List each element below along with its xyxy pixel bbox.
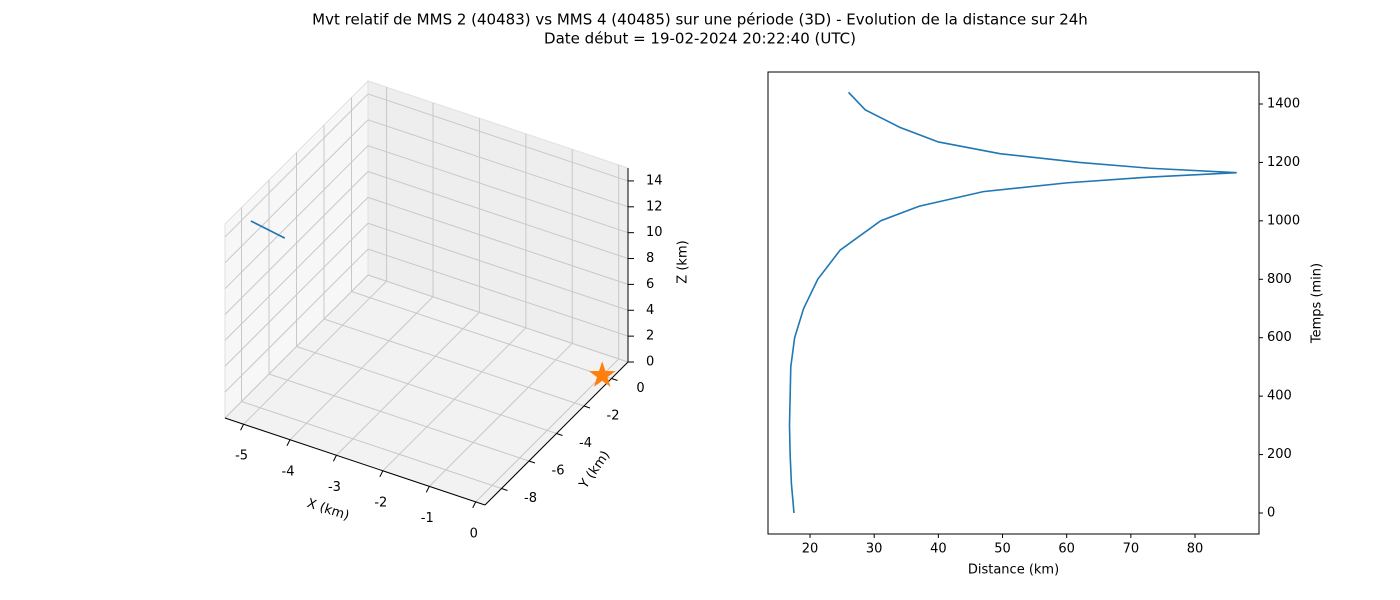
x-tick-label: 40 (930, 542, 947, 557)
tick-mark (472, 501, 477, 509)
tick-mark (501, 488, 508, 491)
z-tick-label: 6 (646, 277, 654, 292)
tick-mark (332, 455, 337, 462)
grid-line (367, 274, 629, 363)
x-tick-label: -2 (374, 495, 387, 510)
grid-line (224, 248, 369, 393)
grid-line (224, 93, 369, 238)
grid-line (367, 119, 629, 208)
grid-line (224, 274, 369, 419)
y-axis-label: Y (km) (576, 448, 613, 492)
y-tick-label: 600 (1267, 330, 1292, 345)
z-tick-label: 4 (646, 303, 654, 318)
tick-mark (425, 486, 430, 493)
x-tick-label: 80 (1187, 542, 1204, 557)
figure-title: Mvt relatif de MMS 2 (40483) vs MMS 4 (4… (312, 11, 1088, 29)
grid-line (224, 119, 369, 264)
z-tick-label: 10 (646, 225, 663, 240)
y-tick-label: -4 (579, 436, 592, 451)
grid-line (367, 93, 629, 182)
tick-mark (240, 423, 245, 431)
distance-line (788, 91, 1237, 514)
x-tick-label: -1 (421, 511, 434, 526)
y-tick-label: 0 (1267, 505, 1275, 520)
x-tick-label: 50 (994, 542, 1011, 557)
y-tick-label: -2 (607, 409, 620, 424)
x-tick-label: -3 (328, 480, 341, 495)
tick-mark (583, 405, 591, 409)
x-tick-label: 30 (866, 542, 883, 557)
y-tick-label: 1000 (1267, 213, 1300, 228)
y-axis-label: Temps (min) (1310, 263, 1325, 344)
trajectory-line (250, 220, 286, 239)
grid-line (268, 373, 530, 462)
z-tick-label: 8 (646, 251, 654, 266)
y-tick-label: 800 (1267, 272, 1292, 287)
tick-mark (286, 439, 291, 446)
y-axis (484, 361, 629, 506)
z-tick-label: 12 (646, 199, 663, 214)
y-tick-label: 200 (1267, 447, 1292, 462)
x-axis-label: X (km) (305, 496, 351, 524)
figure-subtitle: Date début = 19-02-2024 20:22:40 (UTC) (544, 30, 856, 48)
grid-line (367, 171, 629, 260)
star-marker (588, 361, 616, 387)
grid-line (296, 346, 557, 434)
grid-line (224, 222, 369, 367)
y-tick-label: 0 (636, 381, 644, 396)
y-tick-label: 1400 (1267, 96, 1300, 111)
x-tick-label: 60 (1058, 542, 1075, 557)
x-tick-label: 70 (1123, 542, 1140, 557)
x-tick-label: -5 (235, 449, 248, 464)
z-tick-label: 2 (646, 329, 654, 344)
tick-mark (611, 378, 618, 381)
x-tick-label: 20 (802, 542, 819, 557)
z-tick-label: 14 (646, 173, 663, 188)
grid-line (367, 145, 629, 234)
x-axis (224, 417, 486, 506)
y-tick-label: 400 (1267, 389, 1292, 404)
z-tick-label: 0 (646, 355, 654, 370)
x-tick-label: 0 (470, 526, 478, 541)
tick-mark (528, 460, 536, 464)
grid-line (367, 248, 629, 337)
grid-line (241, 401, 502, 489)
tick-mark (556, 433, 563, 436)
grid-line (224, 171, 369, 315)
z-axis-label: Z (km) (676, 240, 691, 283)
grid-line (367, 222, 629, 311)
grid-line (323, 318, 585, 407)
grid-line (224, 145, 369, 290)
x-tick-label: -4 (282, 464, 295, 479)
plot-frame (767, 71, 1260, 535)
y-tick-label: -6 (552, 464, 565, 479)
grid-line (351, 291, 612, 379)
x-axis-label: Distance (km) (968, 563, 1059, 578)
grid-line (224, 197, 369, 341)
y-tick-label: -8 (524, 491, 537, 506)
tick-mark (379, 470, 384, 478)
y-tick-label: 1200 (1267, 155, 1300, 170)
grid-line (367, 196, 629, 285)
